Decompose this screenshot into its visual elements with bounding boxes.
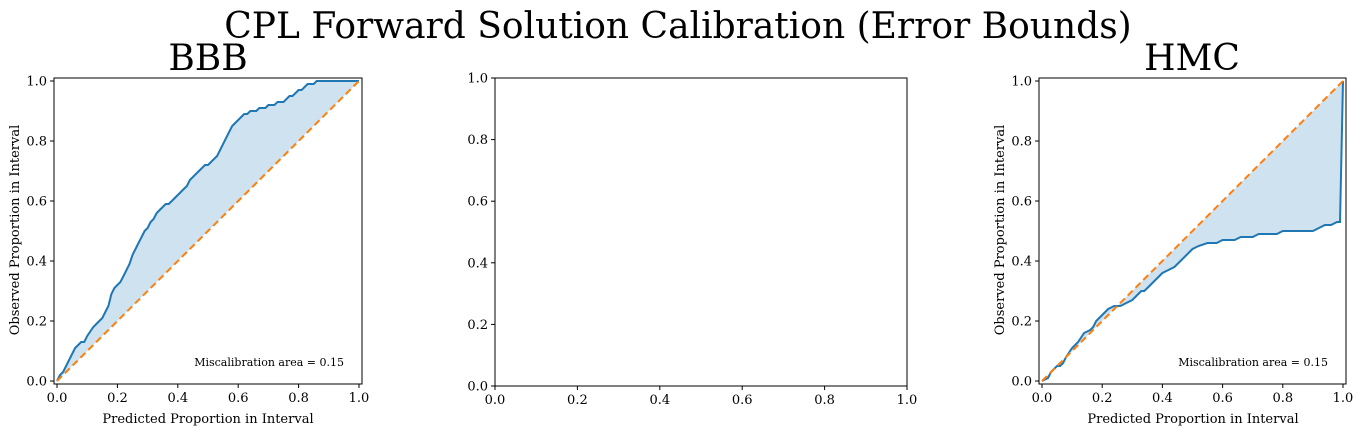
y-tick-label: 0.8: [1011, 135, 1032, 150]
y-tick-label: 0.4: [26, 255, 47, 270]
y-tick-label: 0.4: [467, 256, 488, 271]
axes-frame-empty: [494, 77, 908, 387]
x-tick-label: 0.0: [485, 393, 506, 408]
axes-frame-hmc: [1038, 77, 1347, 385]
y-tick-label: 0.8: [467, 133, 488, 148]
x-tick-label: 0.4: [167, 391, 188, 406]
calibration-curve-hmc: [1041, 80, 1344, 382]
x-tick-label: 1.0: [1333, 391, 1354, 406]
x-tick-label: 1.0: [349, 391, 370, 406]
y-tick-label: 0.0: [467, 380, 488, 395]
plot-area-bbb: [53, 77, 363, 385]
x-tick-label: 0.0: [47, 391, 68, 406]
x-tick-label: 0.8: [814, 393, 835, 408]
plot-area-empty: [494, 77, 908, 387]
panel-empty: 0.0 0.2 0.4 0.6 0.8 1.0 0.0 0.2 0.4 0.6 0.8 1.0: [467, 72, 917, 409]
y-tick-label: 0.6: [1011, 195, 1032, 210]
panel-title-bbb: BBB: [168, 38, 247, 79]
x-tick-label: 0.4: [1152, 391, 1173, 406]
x-tick-label: 0.6: [1212, 391, 1233, 406]
y-tick-label: 1.0: [26, 75, 47, 90]
figure-title: CPL Forward Solution Calibration (Error …: [224, 6, 1131, 47]
x-axis-label-hmc: Predicted Proportion in Interval: [1087, 412, 1298, 427]
panel-title-hmc: HMC: [1144, 38, 1240, 79]
x-axis-label-bbb: Predicted Proportion in Interval: [102, 412, 313, 427]
y-tick-label: 0.0: [26, 375, 47, 390]
x-tick-label: 0.0: [1032, 391, 1053, 406]
x-tick-label: 0.6: [228, 391, 249, 406]
x-tick-label: 0.8: [1272, 391, 1293, 406]
y-axis-label-hmc: Observed Proportion in Interval: [993, 125, 1008, 335]
x-tick-label: 0.4: [649, 393, 670, 408]
x-tick-label: 0.2: [107, 391, 128, 406]
ticks-bbb: 0.0 0.2 0.4 0.6 0.8 1.0 0.0 0.2 0.4 0.6 0.8 1.0: [26, 75, 369, 407]
plot-area-hmc: [1038, 77, 1347, 385]
x-tick-label: 1.0: [897, 393, 918, 408]
ticks-hmc: 0.0 0.2 0.4 0.6 0.8 1.0 0.0 0.2 0.4 0.6 0.8 1.0: [1011, 75, 1353, 407]
y-tick-label: 0.4: [1011, 255, 1032, 270]
panel-bbb: BBB 0.0 0.2 0.4 0.6 0.8 1.0 0.0 0.2 0.4 0.6 0.8 1.0…: [8, 38, 369, 427]
x-tick-label: 0.6: [732, 393, 753, 408]
y-tick-label: 0.0: [1011, 375, 1032, 390]
panel-hmc: HMC 0.0 0.2 0.4 0.6 0.8 1.0 0.0 0.2 0.4 0.6 0.8 1.0…: [993, 38, 1353, 427]
y-tick-label: 0.2: [26, 315, 47, 330]
x-tick-label: 0.8: [288, 391, 309, 406]
miscalibration-annotation-hmc: Miscalibration area = 0.15: [1178, 356, 1328, 369]
y-tick-label: 0.2: [467, 318, 488, 333]
y-tick-label: 1.0: [1011, 75, 1032, 90]
x-tick-label: 0.2: [567, 393, 588, 408]
y-tick-label: 0.8: [26, 135, 47, 150]
y-tick-label: 0.6: [26, 195, 47, 210]
x-tick-label: 0.2: [1092, 391, 1113, 406]
ticks-empty: 0.0 0.2 0.4 0.6 0.8 1.0 0.0 0.2 0.4 0.6 0.8 1.0: [467, 72, 917, 409]
miscalibration-annotation-bbb: Miscalibration area = 0.15: [194, 356, 344, 369]
y-tick-label: 0.2: [1011, 315, 1032, 330]
calibration-curve-bbb: [56, 80, 359, 382]
ideal-line-bbb: [56, 80, 360, 382]
axes-frame-bbb: [53, 77, 363, 385]
y-tick-label: 1.0: [467, 72, 488, 87]
y-axis-label-bbb: Observed Proportion in Interval: [8, 125, 23, 335]
ideal-line-hmc: [1041, 80, 1344, 382]
y-tick-label: 0.6: [467, 195, 488, 210]
